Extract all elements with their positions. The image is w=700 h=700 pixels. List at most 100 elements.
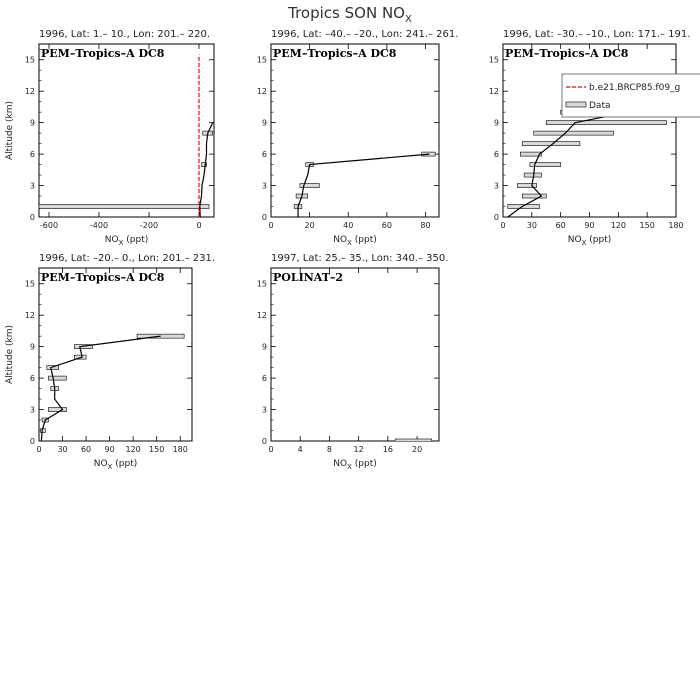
panels: 1996, Lat: 1.– 10., Lon: 201.– 220. PEM–T… [5,29,700,471]
y-tick-label: 6 [494,150,499,159]
x-tick-label: 16 [383,445,393,454]
y-tick-label: 9 [30,119,35,128]
range-box [519,151,542,157]
range-box [521,193,547,199]
panel-3: 1996, Lat: –30.– –10., Lon: 171.– 191. PE… [489,29,691,247]
campaign-label: PEM–Tropics–A DC8 [41,47,165,60]
data-layer [507,109,667,217]
y-tick-label: 9 [494,119,499,128]
x-tick-label: 150 [149,445,164,454]
data-layer [394,438,432,441]
y-tick-label: 6 [262,150,267,159]
range-box [48,407,67,412]
y-tick-label: 15 [25,56,35,65]
range-box [48,375,67,381]
y-tick-label: 9 [262,343,267,352]
x-tick-label: 60 [382,221,392,230]
y-tick-label: 0 [494,213,499,222]
y-tick-label: 12 [25,87,35,96]
panel-header: 1996, Lat: 1.– 10., Lon: 201.– 220. [39,29,210,40]
plot-frame [38,267,193,442]
y-tick-label: 12 [257,311,267,320]
x-axis-label: NOX (ppt) [333,459,376,471]
y-tick-label: 15 [257,280,267,289]
y-tick-label: 15 [257,56,267,65]
x-tick-label: 120 [611,221,626,230]
panel-2: 1996, Lat: –40.– –20., Lon: 241.– 261. PE… [257,29,459,247]
x-tick-label: 30 [527,221,537,230]
range-box [39,204,210,209]
observation-line [507,111,629,217]
x-tick-label: 12 [354,445,364,454]
x-tick-label: 0 [500,221,505,230]
y-tick-label: 12 [489,87,499,96]
range-box [517,183,537,188]
y-axis-label: Altitude (km) [5,101,15,160]
range-box [533,130,614,136]
x-tick-label: 30 [57,445,67,454]
y-axis-label: Altitude (km) [5,325,15,384]
observation-line [297,153,430,217]
plot-frame [270,43,440,218]
x-tick-label: 150 [640,221,655,230]
x-tick-label: 0 [36,445,41,454]
y-tick-label: 12 [257,87,267,96]
legend-data-label: Data [589,101,611,111]
range-box [507,204,540,209]
x-tick-label: 60 [556,221,566,230]
data-layer [40,333,185,441]
campaign-label: POLINAT–2 [273,271,343,284]
data-layer [39,54,214,217]
y-tick-label: 0 [30,437,35,446]
x-tick-label: 0 [196,221,201,230]
legend: b.e21.BRCP85.f09_g Data [561,73,700,118]
y-tick-label: 0 [30,213,35,222]
x-tick-label: 180 [173,445,188,454]
range-box [201,162,207,167]
y-tick-label: 0 [262,437,267,446]
plot-frame [270,267,440,442]
range-box [394,438,432,441]
x-tick-label: 80 [420,221,430,230]
y-tick-label: 3 [30,182,35,191]
panel-1: 1996, Lat: 1.– 10., Lon: 201.– 220. PEM–T… [5,29,215,247]
y-tick-label: 6 [30,150,35,159]
campaign-label: PEM–Tropics–A DC8 [41,271,165,284]
y-tick-label: 9 [30,343,35,352]
plot-frame [502,43,677,218]
figure-title: Tropics SON NOX [287,4,412,25]
legend-frame [561,73,700,118]
x-tick-label: -200 [140,221,158,230]
x-tick-label: 8 [327,445,332,454]
x-axis-label: NOX (ppt) [568,235,611,247]
x-tick-label: 0 [268,445,273,454]
x-tick-label: 90 [105,445,115,454]
panel-header: 1997, Lat: 25.– 35., Lon: 340.– 350. [271,253,448,264]
legend-model-label: b.e21.BRCP85.f09_g [589,83,680,93]
plot-frame [38,43,215,218]
y-tick-label: 15 [489,56,499,65]
x-tick-label: 40 [343,221,353,230]
y-tick-label: 6 [30,374,35,383]
x-tick-label: 20 [412,445,422,454]
y-tick-label: 9 [262,119,267,128]
observation-line [40,335,161,441]
y-tick-label: 6 [262,374,267,383]
y-tick-label: 0 [262,213,267,222]
x-tick-label: 4 [298,445,303,454]
y-tick-label: 12 [25,311,35,320]
x-tick-label: 60 [81,445,91,454]
range-box [523,172,542,178]
x-axis-label: NOX (ppt) [94,459,137,471]
range-box [529,162,561,167]
x-tick-label: 180 [668,221,683,230]
y-tick-label: 3 [262,406,267,415]
data-layer [293,151,436,217]
x-tick-label: 120 [126,445,141,454]
x-axis-label: NOX (ppt) [333,235,376,247]
campaign-label: PEM–Tropics–A DC8 [505,47,629,60]
range-box [299,183,320,188]
panel-header: 1996, Lat: –40.– –20., Lon: 241.– 261. [271,29,458,40]
x-tick-label: -400 [90,221,108,230]
range-box [545,120,667,125]
